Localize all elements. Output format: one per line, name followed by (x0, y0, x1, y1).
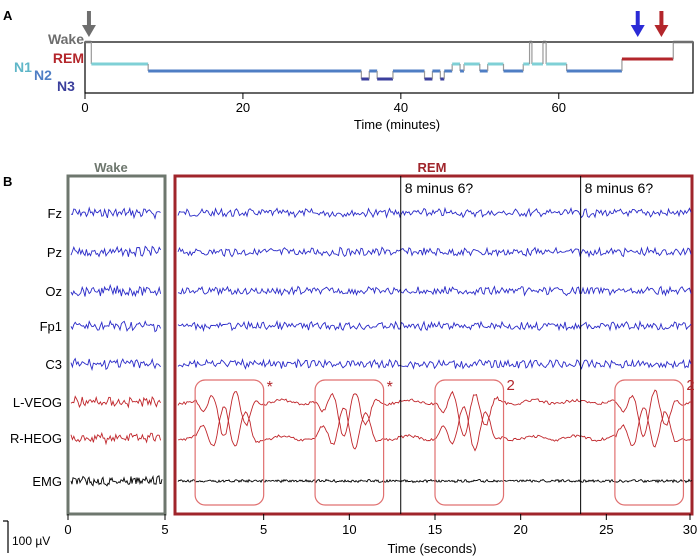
hypnogram-tick-label: 0 (81, 100, 88, 115)
wake-trace (70, 474, 163, 487)
rem-trace (177, 320, 692, 333)
rem-tick-label: 30 (683, 522, 697, 537)
wake-trace (70, 245, 161, 258)
channel-label: R-HEOG (10, 431, 62, 446)
wake-tick-label: 0 (64, 522, 71, 537)
stage-label-n1: N1 (14, 59, 32, 75)
rem-trace (177, 206, 692, 219)
eeg-panel: Wake REM Fz Pz Oz Fp1 C3 L-VEOG R-HEOG EMG 8 mi… (3, 160, 697, 556)
hypnogram-arrow (630, 11, 645, 37)
hypnogram-arrow (654, 11, 669, 37)
wake-trace (70, 283, 162, 298)
eye-movement-box (194, 379, 265, 506)
stage-label-wake: Wake (48, 31, 84, 47)
channel-label: Fp1 (40, 319, 62, 334)
eeg-x-label: Time (seconds) (387, 541, 476, 556)
eye-movement-mark: * (387, 379, 393, 396)
eye-movement-mark: * (267, 379, 273, 396)
eye-movement-box (434, 379, 505, 506)
hypnogram-tick-label: 40 (394, 100, 408, 115)
wake-trace (70, 357, 161, 372)
wake-trace (70, 206, 161, 220)
rem-trace (177, 357, 692, 370)
channel-label: Pz (47, 245, 62, 260)
rem-trace (177, 285, 692, 297)
channel-label: L-VEOG (13, 395, 62, 410)
wake-title: Wake (94, 160, 127, 175)
channel-label: Oz (45, 284, 62, 299)
hypnogram-x-axis: 0 20 40 60 (81, 93, 566, 115)
hypnogram-frame (84, 41, 694, 94)
wake-trace (70, 395, 161, 409)
channel-label: C3 (45, 357, 62, 372)
stage-label-n2: N2 (34, 67, 52, 83)
hypnogram-arrows (81, 11, 669, 37)
panel-b-label: B (3, 174, 12, 189)
wake-box (66, 174, 167, 516)
channel-label: Fz (48, 206, 62, 221)
panel-a-label: A (3, 8, 13, 23)
event-label: 8 minus 6? (585, 180, 654, 196)
rem-tick-label: 25 (599, 522, 613, 537)
eye-movement-mark: 2 (686, 377, 694, 394)
rem-tick-label: 20 (513, 522, 527, 537)
eye-movement-mark: 2 (507, 377, 515, 394)
eye-movement-box (614, 379, 685, 506)
scale-bar-label: 100 µV (12, 534, 50, 548)
rem-tick-label: 10 (342, 522, 356, 537)
hypnogram-panel: Wake REM N1 N2 N3 0 20 40 60 Time (minutes) (14, 11, 694, 132)
wake-trace (70, 319, 162, 333)
hypnogram-x-label: Time (minutes) (354, 117, 440, 132)
rem-tick-label: 15 (428, 522, 442, 537)
stage-label-rem: REM (53, 50, 84, 66)
hypnogram-trace (85, 40, 693, 81)
channel-labels: Fz Pz Oz Fp1 C3 L-VEOG R-HEOG EMG (10, 206, 62, 489)
hypnogram-tick-label: 20 (236, 100, 250, 115)
rem-tick-label: 5 (260, 522, 267, 537)
event-markers: 8 minus 6? 8 minus 6? (400, 176, 654, 514)
eye-movement-boxes: * * 2 2 (194, 377, 695, 506)
stage-label-n3: N3 (57, 78, 75, 94)
eeg-x-axis: 0 5 5 10 15 20 25 30 (64, 514, 697, 537)
rem-title: REM (418, 160, 447, 175)
channel-label: EMG (32, 474, 62, 489)
wake-trace (70, 431, 162, 446)
eye-movement-box (314, 379, 385, 506)
rem-box (173, 174, 694, 516)
hypnogram-arrow (81, 11, 96, 37)
wake-tick-label: 5 (161, 522, 168, 537)
rem-trace (177, 245, 692, 258)
event-label: 8 minus 6? (405, 180, 474, 196)
hypnogram-tick-label: 60 (552, 100, 566, 115)
